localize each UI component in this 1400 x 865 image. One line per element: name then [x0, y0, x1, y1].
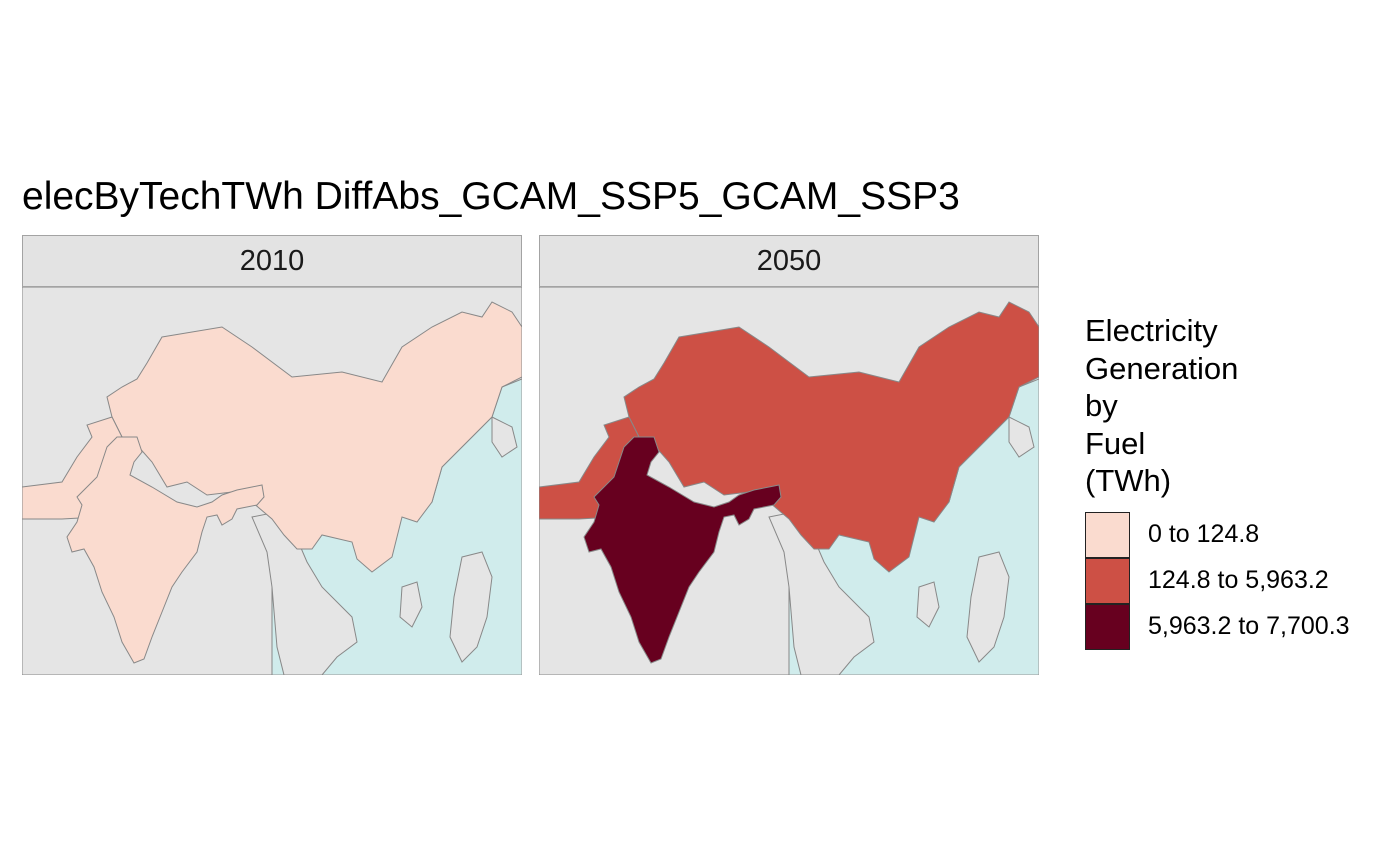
other-land-region — [491, 416, 518, 458]
facet-strip-2050: 2050 — [539, 235, 1039, 287]
legend-label: 5,963.2 to 7,700.3 — [1148, 612, 1350, 640]
region-india — [583, 436, 782, 664]
map-panel-2050: 2050 — [539, 235, 1039, 675]
other-land-region — [399, 581, 423, 628]
map-2050 — [539, 287, 1039, 675]
other-land-region — [449, 551, 493, 663]
legend-item: 5,963.2 to 7,700.3 — [1085, 603, 1350, 650]
legend-title-line: (TWh) — [1085, 463, 1172, 498]
region-india — [66, 436, 265, 664]
other-land-region — [966, 551, 1010, 663]
legend-swatch — [1085, 511, 1130, 558]
legend-item: 0 to 124.8 — [1085, 511, 1350, 558]
map-2010 — [22, 287, 522, 675]
legend-title-line: by — [1085, 388, 1118, 423]
plot-title: elecByTechTWh DiffAbs_GCAM_SSP5_GCAM_SSP… — [22, 175, 960, 218]
legend-label: 0 to 124.8 — [1148, 520, 1260, 548]
legend-label: 124.8 to 5,963.2 — [1148, 566, 1329, 594]
legend: Electricity Generation by Fuel (TWh) 0 t… — [1085, 312, 1350, 650]
other-land-region — [916, 581, 940, 628]
facet-strip-2010: 2010 — [22, 235, 522, 287]
legend-item: 124.8 to 5,963.2 — [1085, 557, 1350, 604]
legend-title-line: Electricity — [1085, 313, 1218, 348]
legend-title-line: Fuel — [1085, 425, 1146, 461]
legend-title: Electricity Generation by Fuel (TWh) — [1085, 312, 1350, 500]
legend-swatch — [1085, 603, 1130, 650]
map-panel-2010: 2010 — [22, 235, 522, 675]
legend-swatch — [1085, 557, 1130, 604]
other-land-region — [1008, 416, 1035, 458]
legend-title-line: Generation — [1085, 350, 1239, 386]
